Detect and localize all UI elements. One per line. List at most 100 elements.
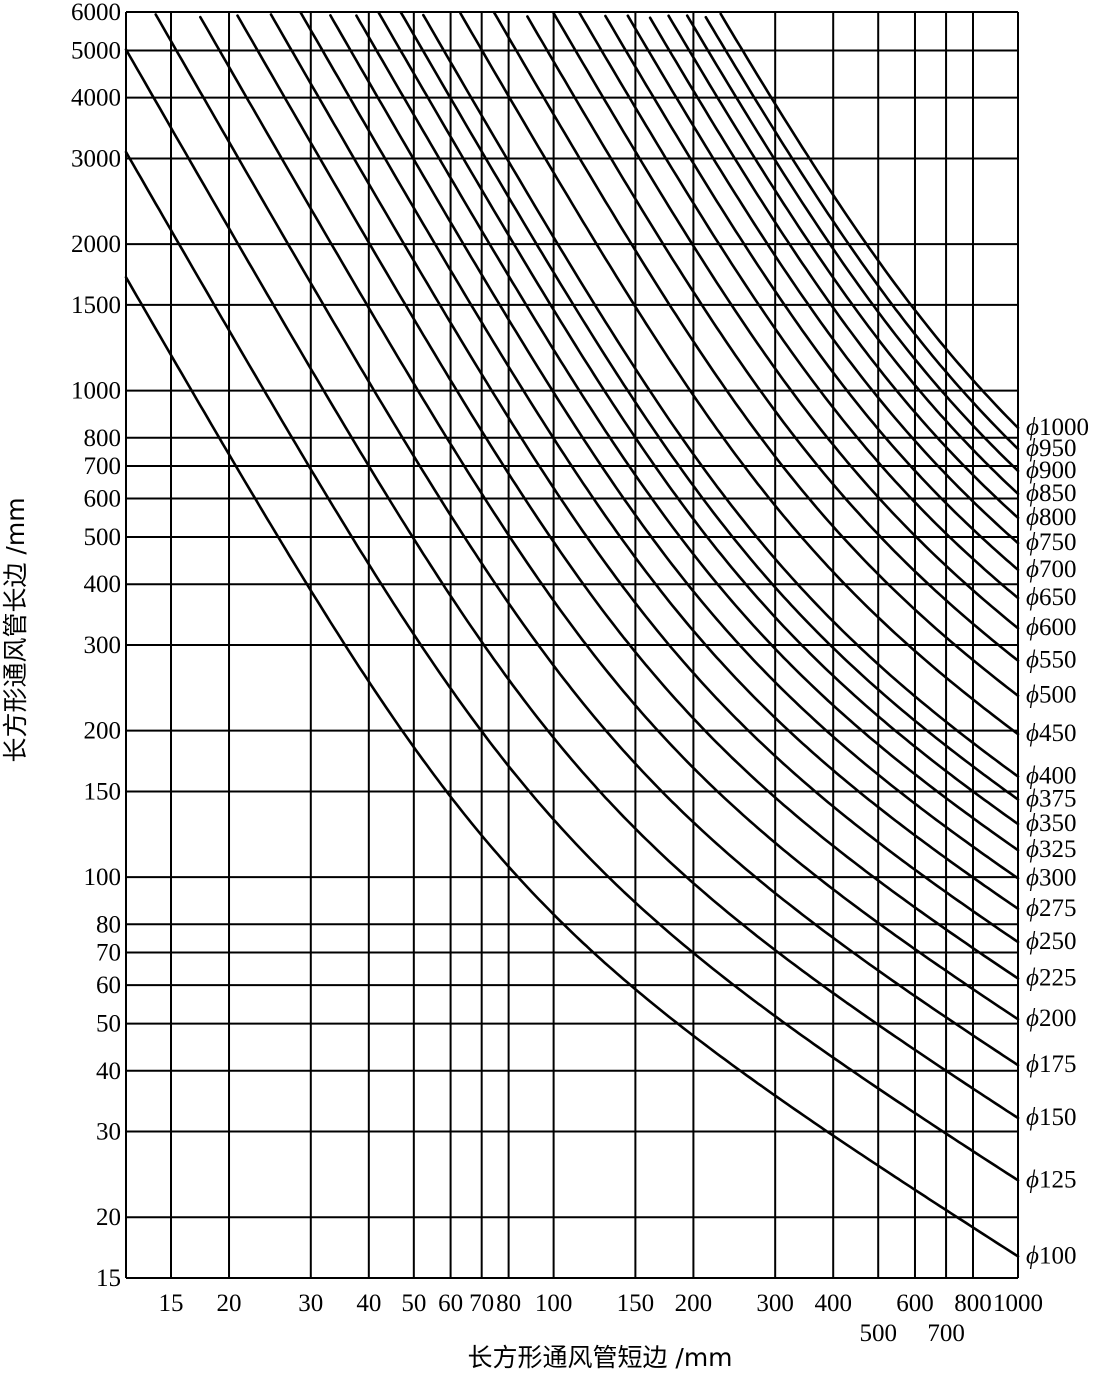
y-tick-label: 300 bbox=[84, 632, 122, 659]
curve-label: ϕ750 bbox=[1026, 529, 1076, 556]
chart-grid bbox=[125, 11, 1019, 1279]
curve-label-value: 450 bbox=[1039, 720, 1077, 747]
x-tick-label: 200 bbox=[675, 1290, 713, 1317]
curve-label-value: 700 bbox=[1039, 556, 1077, 583]
phi-symbol: ϕ bbox=[1026, 457, 1039, 484]
x-tick-label: 100 bbox=[535, 1290, 573, 1317]
x-tick-label: 20 bbox=[217, 1290, 242, 1317]
diameter-curve bbox=[236, 14, 1020, 980]
x-tick-label: 40 bbox=[356, 1290, 381, 1317]
curve-label: ϕ600 bbox=[1026, 614, 1076, 641]
diameter-curve bbox=[377, 11, 1020, 826]
phi-symbol: ϕ bbox=[1026, 895, 1039, 922]
y-tick-label: 3000 bbox=[71, 145, 121, 172]
diameter-curve bbox=[552, 11, 1020, 630]
curve-label-value: 125 bbox=[1039, 1166, 1077, 1193]
curve-label: ϕ300 bbox=[1026, 864, 1076, 891]
y-tick-label: 15 bbox=[96, 1265, 121, 1292]
phi-symbol: ϕ bbox=[1026, 556, 1039, 583]
curve-label: ϕ400 bbox=[1026, 762, 1076, 789]
curve-label: ϕ800 bbox=[1026, 504, 1076, 531]
curve-label: ϕ900 bbox=[1026, 457, 1076, 484]
curve-label: ϕ325 bbox=[1026, 836, 1076, 863]
diameter-curve bbox=[124, 48, 1020, 1120]
phi-symbol: ϕ bbox=[1026, 785, 1039, 812]
curve-label: ϕ700 bbox=[1026, 556, 1076, 583]
curve-label-value: 325 bbox=[1039, 836, 1077, 863]
curve-label: ϕ450 bbox=[1026, 720, 1076, 747]
curve-label: ϕ200 bbox=[1026, 1005, 1076, 1032]
curve-label: ϕ125 bbox=[1026, 1166, 1076, 1193]
curve-label-value: 350 bbox=[1039, 810, 1077, 837]
phi-symbol: ϕ bbox=[1026, 480, 1039, 507]
diameter-curve bbox=[526, 15, 1020, 662]
diameter-curve bbox=[459, 12, 1020, 736]
curve-label: ϕ550 bbox=[1026, 647, 1076, 674]
x-tick-label: 800 bbox=[954, 1290, 992, 1317]
curve-label-value: 375 bbox=[1039, 785, 1077, 812]
curve-label: ϕ225 bbox=[1026, 965, 1076, 992]
y-tick-label: 400 bbox=[84, 571, 122, 598]
y-tick-label: 1000 bbox=[71, 378, 121, 405]
y-tick-label: 60 bbox=[96, 972, 121, 999]
phi-symbol: ϕ bbox=[1026, 1104, 1039, 1131]
phi-symbol: ϕ bbox=[1026, 965, 1039, 992]
phi-symbol: ϕ bbox=[1026, 435, 1039, 462]
phi-symbol: ϕ bbox=[1026, 1242, 1039, 1269]
curve-label-value: 550 bbox=[1039, 647, 1077, 674]
x-tick-label: 400 bbox=[814, 1290, 852, 1317]
x-tick-label: 50 bbox=[401, 1290, 426, 1317]
x-tick-label: 700 bbox=[927, 1320, 965, 1347]
curve-label-value: 900 bbox=[1039, 457, 1077, 484]
y-tick-label: 30 bbox=[96, 1119, 121, 1146]
y-tick-label: 700 bbox=[84, 453, 122, 480]
y-tick-label: 2000 bbox=[71, 231, 121, 258]
diameter-curve bbox=[199, 15, 1020, 1021]
y-tick-label: 20 bbox=[96, 1204, 121, 1231]
curve-label: ϕ950 bbox=[1026, 435, 1076, 462]
x-tick-label: 600 bbox=[896, 1290, 934, 1317]
phi-symbol: ϕ bbox=[1026, 836, 1039, 863]
phi-symbol: ϕ bbox=[1026, 928, 1039, 955]
y-tick-label: 4000 bbox=[71, 85, 121, 112]
diameter-curve bbox=[704, 15, 1020, 451]
y-axis-title: 长方形通风管长边 /mm bbox=[1, 497, 30, 762]
phi-symbol: ϕ bbox=[1026, 647, 1039, 674]
curve-label-value: 275 bbox=[1039, 895, 1077, 922]
diameter-curve bbox=[422, 13, 1020, 778]
phi-symbol: ϕ bbox=[1026, 682, 1039, 709]
x-tick-label: 15 bbox=[159, 1290, 184, 1317]
phi-symbol: ϕ bbox=[1026, 504, 1039, 531]
phi-symbol: ϕ bbox=[1026, 1005, 1039, 1032]
phi-symbol: ϕ bbox=[1026, 584, 1039, 611]
y-tick-label: 70 bbox=[96, 940, 121, 967]
curve-label-value: 250 bbox=[1039, 928, 1077, 955]
y-tick-label: 600 bbox=[84, 486, 122, 513]
diameter-curve bbox=[626, 14, 1020, 545]
curve-label-value: 600 bbox=[1039, 614, 1077, 641]
diameter-curve bbox=[154, 13, 1020, 1067]
curve-label: ϕ850 bbox=[1026, 480, 1076, 507]
diameter-curve bbox=[399, 11, 1020, 801]
curve-label: ϕ650 bbox=[1026, 584, 1076, 611]
y-tick-label: 150 bbox=[84, 778, 122, 805]
curve-label-value: 850 bbox=[1039, 480, 1077, 507]
phi-symbol: ϕ bbox=[1026, 614, 1039, 641]
diameter-curve bbox=[667, 14, 1020, 496]
diameter-curve bbox=[604, 14, 1020, 572]
diameter-curve bbox=[329, 14, 1020, 880]
y-tick-label: 1500 bbox=[71, 292, 121, 319]
y-tick-label: 6000 bbox=[71, 0, 121, 26]
curve-label-value: 225 bbox=[1039, 965, 1077, 992]
curve-label-value: 650 bbox=[1039, 584, 1077, 611]
curve-label-value: 175 bbox=[1039, 1051, 1077, 1078]
phi-symbol: ϕ bbox=[1026, 720, 1039, 747]
curve-label: ϕ250 bbox=[1026, 928, 1076, 955]
diameter-curve bbox=[578, 11, 1020, 600]
x-tick-label: 150 bbox=[617, 1290, 655, 1317]
y-tick-label: 80 bbox=[96, 911, 121, 938]
curve-label: ϕ375 bbox=[1026, 785, 1076, 812]
y-tick-label: 200 bbox=[84, 718, 122, 745]
